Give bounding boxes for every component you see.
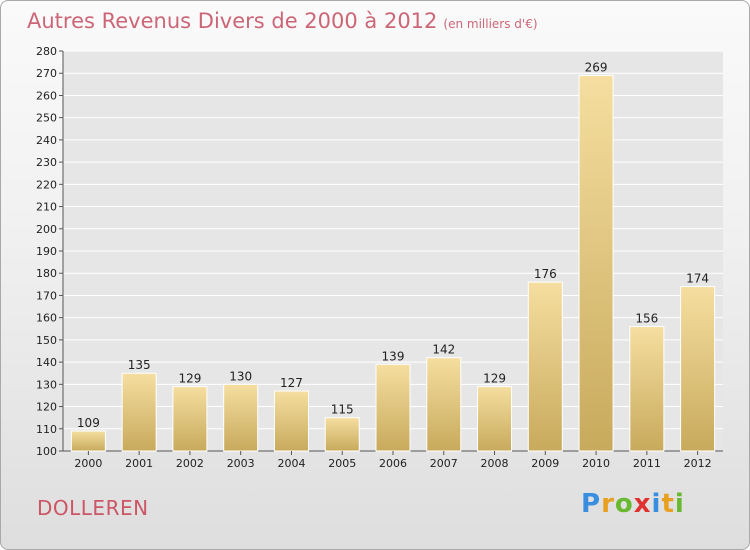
- y-tick-label: 200: [36, 223, 57, 236]
- y-tick-label: 180: [36, 267, 57, 280]
- bar-2000: [70, 430, 106, 452]
- bar-value-label: 139: [382, 349, 405, 363]
- bar-value-label: 142: [432, 343, 455, 357]
- chart-title: Autres Revenus Divers de 2000 à 2012 (en …: [27, 9, 538, 33]
- x-tick-label: 2011: [633, 457, 661, 470]
- bar-2007: [426, 357, 462, 452]
- y-tick-label: 130: [36, 378, 57, 391]
- x-tick-label: 2002: [176, 457, 204, 470]
- bar-value-label: 130: [229, 369, 252, 383]
- bar-value-label: 109: [77, 416, 100, 430]
- x-tick-label: 2009: [531, 457, 559, 470]
- chart-title-main: Autres Revenus Divers de 2000 à 2012: [27, 9, 438, 33]
- bar-value-label: 115: [331, 403, 354, 417]
- bar-2006: [375, 363, 411, 452]
- x-tick-label: 2005: [328, 457, 356, 470]
- bar-value-label: 176: [534, 267, 557, 281]
- y-tick-label: 220: [36, 178, 57, 191]
- bar-2001: [121, 372, 157, 452]
- y-tick-label: 140: [36, 356, 57, 369]
- x-tick-label: 2001: [125, 457, 153, 470]
- y-tick-label: 120: [36, 401, 57, 414]
- bar-2008: [477, 386, 513, 452]
- y-tick-label: 230: [36, 156, 57, 169]
- y-tick-label: 210: [36, 201, 57, 214]
- y-tick-label: 240: [36, 134, 57, 147]
- bar-value-label: 129: [178, 372, 201, 386]
- commune-name: DOLLEREN: [37, 496, 149, 520]
- bar-2010: [578, 74, 614, 452]
- bar-2004: [273, 390, 309, 452]
- bar-value-label: 174: [686, 272, 709, 286]
- bar-2005: [324, 417, 360, 452]
- bar-value-label: 127: [280, 376, 303, 390]
- x-tick-label: 2006: [379, 457, 407, 470]
- bar-value-label: 135: [128, 358, 151, 372]
- bar-2012: [680, 286, 716, 452]
- bar-2003: [223, 383, 259, 452]
- bar-value-label: 129: [483, 372, 506, 386]
- x-tick-label: 2008: [481, 457, 509, 470]
- chart-title-unit: (en milliers d'€): [443, 17, 538, 31]
- y-tick-label: 270: [36, 67, 57, 80]
- x-tick-label: 2004: [277, 457, 305, 470]
- bar-2011: [629, 326, 665, 452]
- bar-2002: [172, 386, 208, 452]
- x-tick-label: 2007: [430, 457, 458, 470]
- y-tick-label: 260: [36, 89, 57, 102]
- y-tick-label: 190: [36, 245, 57, 258]
- y-tick-label: 150: [36, 334, 57, 347]
- y-tick-label: 250: [36, 112, 57, 125]
- y-tick-label: 110: [36, 423, 57, 436]
- y-tick-label: 170: [36, 289, 57, 302]
- x-tick-label: 2000: [74, 457, 102, 470]
- bar-value-label: 269: [585, 60, 608, 74]
- y-tick-label: 280: [36, 45, 57, 58]
- y-tick-label: 160: [36, 312, 57, 325]
- x-tick-label: 2010: [582, 457, 610, 470]
- x-tick-label: 2003: [227, 457, 255, 470]
- bar-2009: [527, 281, 563, 452]
- bar-value-label: 156: [635, 312, 658, 326]
- proxiti-logo: Proxiti: [581, 489, 685, 519]
- y-tick-label: 100: [36, 445, 57, 458]
- x-tick-label: 2012: [684, 457, 712, 470]
